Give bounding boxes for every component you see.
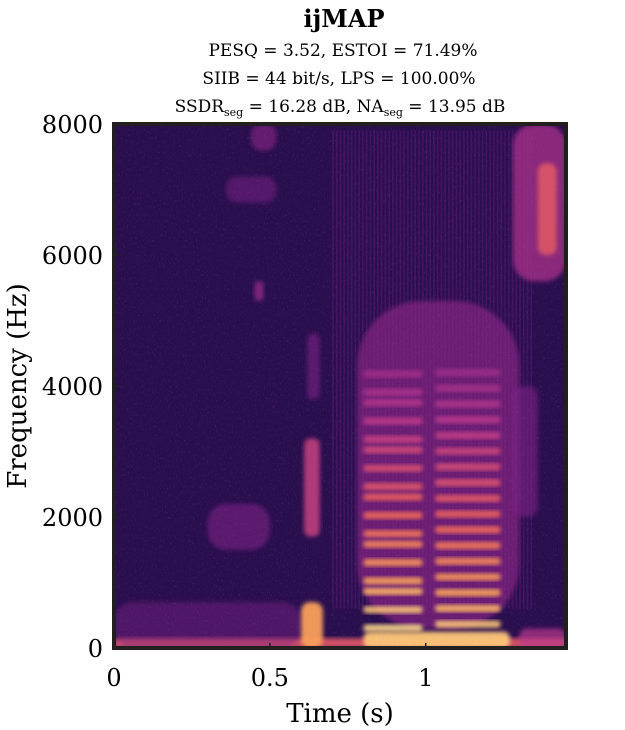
metrics-line-1: PESQ = 3.52, ESTOI = 71.49% [208, 41, 477, 61]
y-tick-label: 2000 [42, 504, 103, 532]
x-axis-label: Time (s) [286, 699, 394, 729]
spectrogram-plot-area [112, 122, 568, 650]
y-axis-label: Frequency (Hz) [3, 283, 33, 489]
metrics-line-3: SSDRseg = 16.28 dB, NAseg = 13.95 dB [175, 97, 506, 119]
x-axis: 0 0.5 1 [106, 643, 433, 692]
y-tick-label: 0 [88, 635, 103, 663]
spectrogram-texture [114, 124, 566, 648]
x-tick-label: 1 [418, 664, 433, 692]
metrics-line-2: SIIB = 44 bit/s, LPS = 100.00% [202, 69, 475, 89]
y-axis: 0 2000 4000 6000 8000 [42, 111, 119, 663]
y-tick-label: 8000 [42, 111, 103, 139]
chart-title: ijMAP [303, 4, 384, 33]
y-tick-label: 4000 [42, 373, 103, 401]
x-tick-label: 0.5 [251, 664, 289, 692]
y-tick-label: 6000 [42, 242, 103, 270]
x-tick-label: 0 [106, 664, 121, 692]
